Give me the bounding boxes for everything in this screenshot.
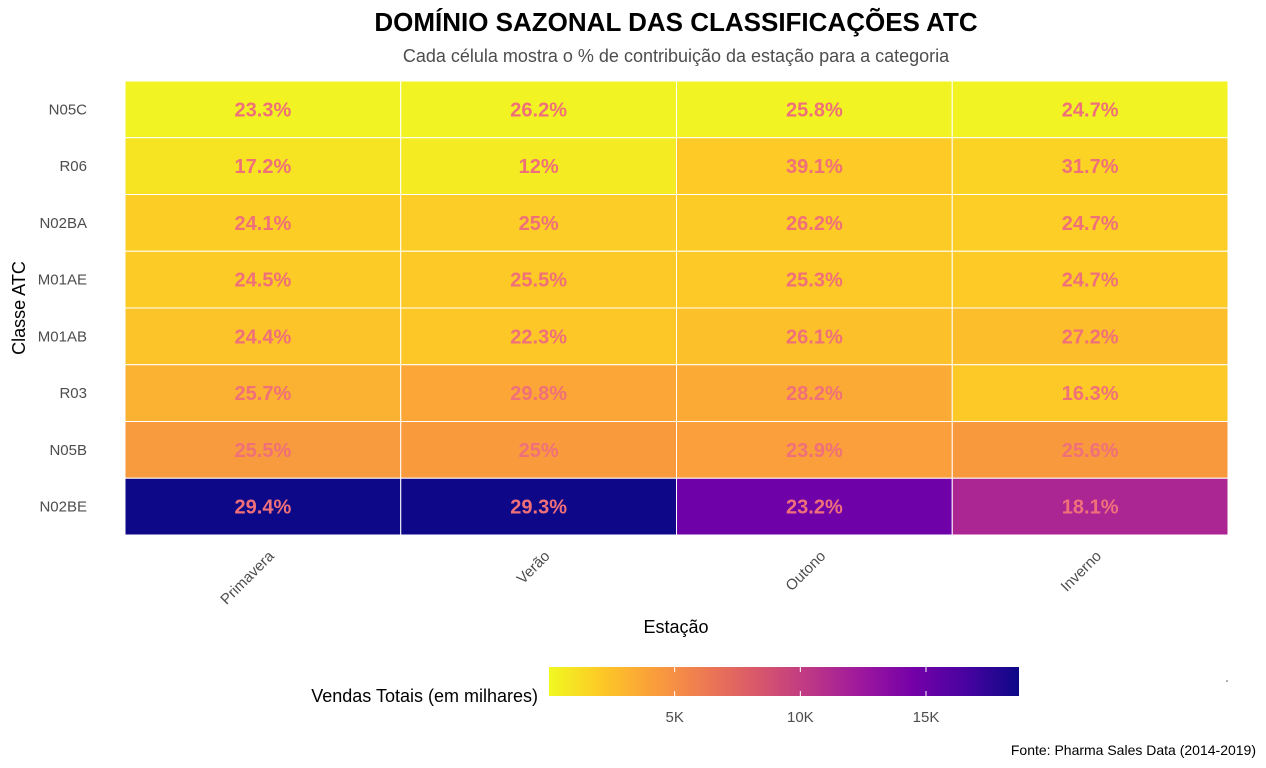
heatmap-cell [124, 250, 402, 309]
heatmap-cell [124, 477, 402, 536]
cell-value-label: 25% [519, 440, 559, 462]
cell-value-label: 12% [519, 156, 559, 178]
cell-value-label: 23.3% [235, 99, 292, 121]
heatmap-cells [124, 80, 1229, 536]
heatmap-cell [951, 80, 1229, 139]
cell-value-label: 25.3% [786, 270, 843, 292]
heatmap-cell [951, 477, 1229, 536]
legend-tick-label: 5K [665, 709, 683, 726]
chart-caption: Fonte: Pharma Sales Data (2014-2019) [1011, 742, 1256, 758]
heatmap-cell [400, 307, 677, 366]
heatmap-cell [124, 80, 402, 139]
legend-colorbar [549, 667, 1019, 696]
heatmap-cell [951, 194, 1229, 252]
cell-value-label: 24.1% [235, 213, 292, 235]
x-axis-tick-labels: Primavera Verão Outono Inverno [217, 547, 1105, 608]
heatmap-cell [124, 421, 402, 479]
heatmap-cell [676, 477, 953, 536]
cell-value-label: 25.6% [1062, 440, 1119, 462]
cell-value-label: 28.2% [786, 383, 843, 405]
y-tick-label: N05C [49, 101, 88, 118]
cell-value-label: 24.7% [1062, 99, 1119, 121]
y-tick-label: M01AE [38, 272, 87, 289]
heatmap-cell [400, 194, 677, 252]
y-tick-label: R03 [59, 385, 87, 402]
x-tick-label: Outono [782, 548, 829, 595]
cell-value-label: 17.2% [235, 156, 292, 178]
cell-value-label: 18.1% [1062, 497, 1119, 519]
y-tick-label: N05B [49, 442, 87, 459]
y-tick-label: N02BA [39, 215, 87, 232]
cell-value-label: 25.5% [235, 440, 292, 462]
cell-value-label: 25.5% [510, 270, 567, 292]
x-tick-label: Verão [514, 548, 554, 588]
cell-value-label: 27.2% [1062, 326, 1119, 348]
cell-value-label: 29.8% [510, 383, 567, 405]
chart-subtitle: Cada célula mostra o % de contribuição d… [403, 46, 950, 66]
heatmap-cell [400, 364, 677, 422]
heatmap-cell [951, 250, 1229, 309]
legend-tick-label: 10K [787, 709, 814, 726]
legend-tick-label: 15K [913, 709, 940, 726]
cell-value-label: 26.2% [786, 213, 843, 235]
heatmap-cell [400, 80, 677, 139]
cell-value-label: 25.7% [235, 383, 292, 405]
heatmap-cell [951, 307, 1229, 366]
legend-ticks: 5K 10K 15K [665, 667, 939, 726]
y-tick-label: R06 [59, 158, 87, 175]
heatmap-cell [951, 421, 1229, 479]
heatmap-cell [676, 364, 953, 422]
cell-value-label: 16.3% [1062, 383, 1119, 405]
cell-value-label: 39.1% [786, 156, 843, 178]
heatmap-cell [124, 307, 402, 366]
y-axis-tick-labels: N05C R06 N02BA M01AE M01AB R03 N05B N02BE [38, 101, 87, 515]
cell-value-label: 24.5% [235, 270, 292, 292]
cell-value-label: 23.9% [786, 440, 843, 462]
x-tick-label: Inverno [1058, 548, 1105, 595]
heatmap-cell [676, 307, 953, 366]
chart-title: DOMÍNIO SAZONAL DAS CLASSIFICAÇÕES ATC [374, 7, 978, 37]
heatmap-cell [951, 364, 1229, 422]
heatmap-cell [676, 80, 953, 139]
heatmap-cell [676, 250, 953, 309]
cell-value-label: 24.4% [235, 326, 292, 348]
legend-dot [1226, 680, 1228, 682]
y-axis-title: Classe ATC [9, 261, 29, 355]
x-axis-title: Estação [643, 617, 708, 637]
heatmap-cell [400, 250, 677, 309]
cell-value-label: 25% [519, 213, 559, 235]
heatmap-cell [124, 137, 402, 195]
cell-value-label: 31.7% [1062, 156, 1119, 178]
x-tick-label: Primavera [217, 547, 278, 608]
y-tick-label: N02BE [39, 499, 87, 516]
y-tick-label: M01AB [38, 328, 87, 345]
cell-value-label: 29.3% [510, 497, 567, 519]
heatmap-cell [951, 137, 1229, 195]
heatmap-cell-labels: 23.3% 26.2% 25.8% 24.7% 17.2% 12% 39.1% 31.7% 24… [235, 99, 1119, 518]
heatmap-cell [124, 364, 402, 422]
cell-value-label: 29.4% [235, 497, 292, 519]
cell-value-label: 26.1% [786, 326, 843, 348]
cell-value-label: 24.7% [1062, 270, 1119, 292]
cell-value-label: 23.2% [786, 497, 843, 519]
heatmap-cell [676, 421, 953, 479]
cell-value-label: 22.3% [510, 326, 567, 348]
cell-value-label: 24.7% [1062, 213, 1119, 235]
cell-value-label: 26.2% [510, 99, 567, 121]
legend-title: Vendas Totais (em milhares) [311, 686, 538, 706]
heatmap-cell [400, 137, 677, 195]
cell-value-label: 25.8% [786, 99, 843, 121]
